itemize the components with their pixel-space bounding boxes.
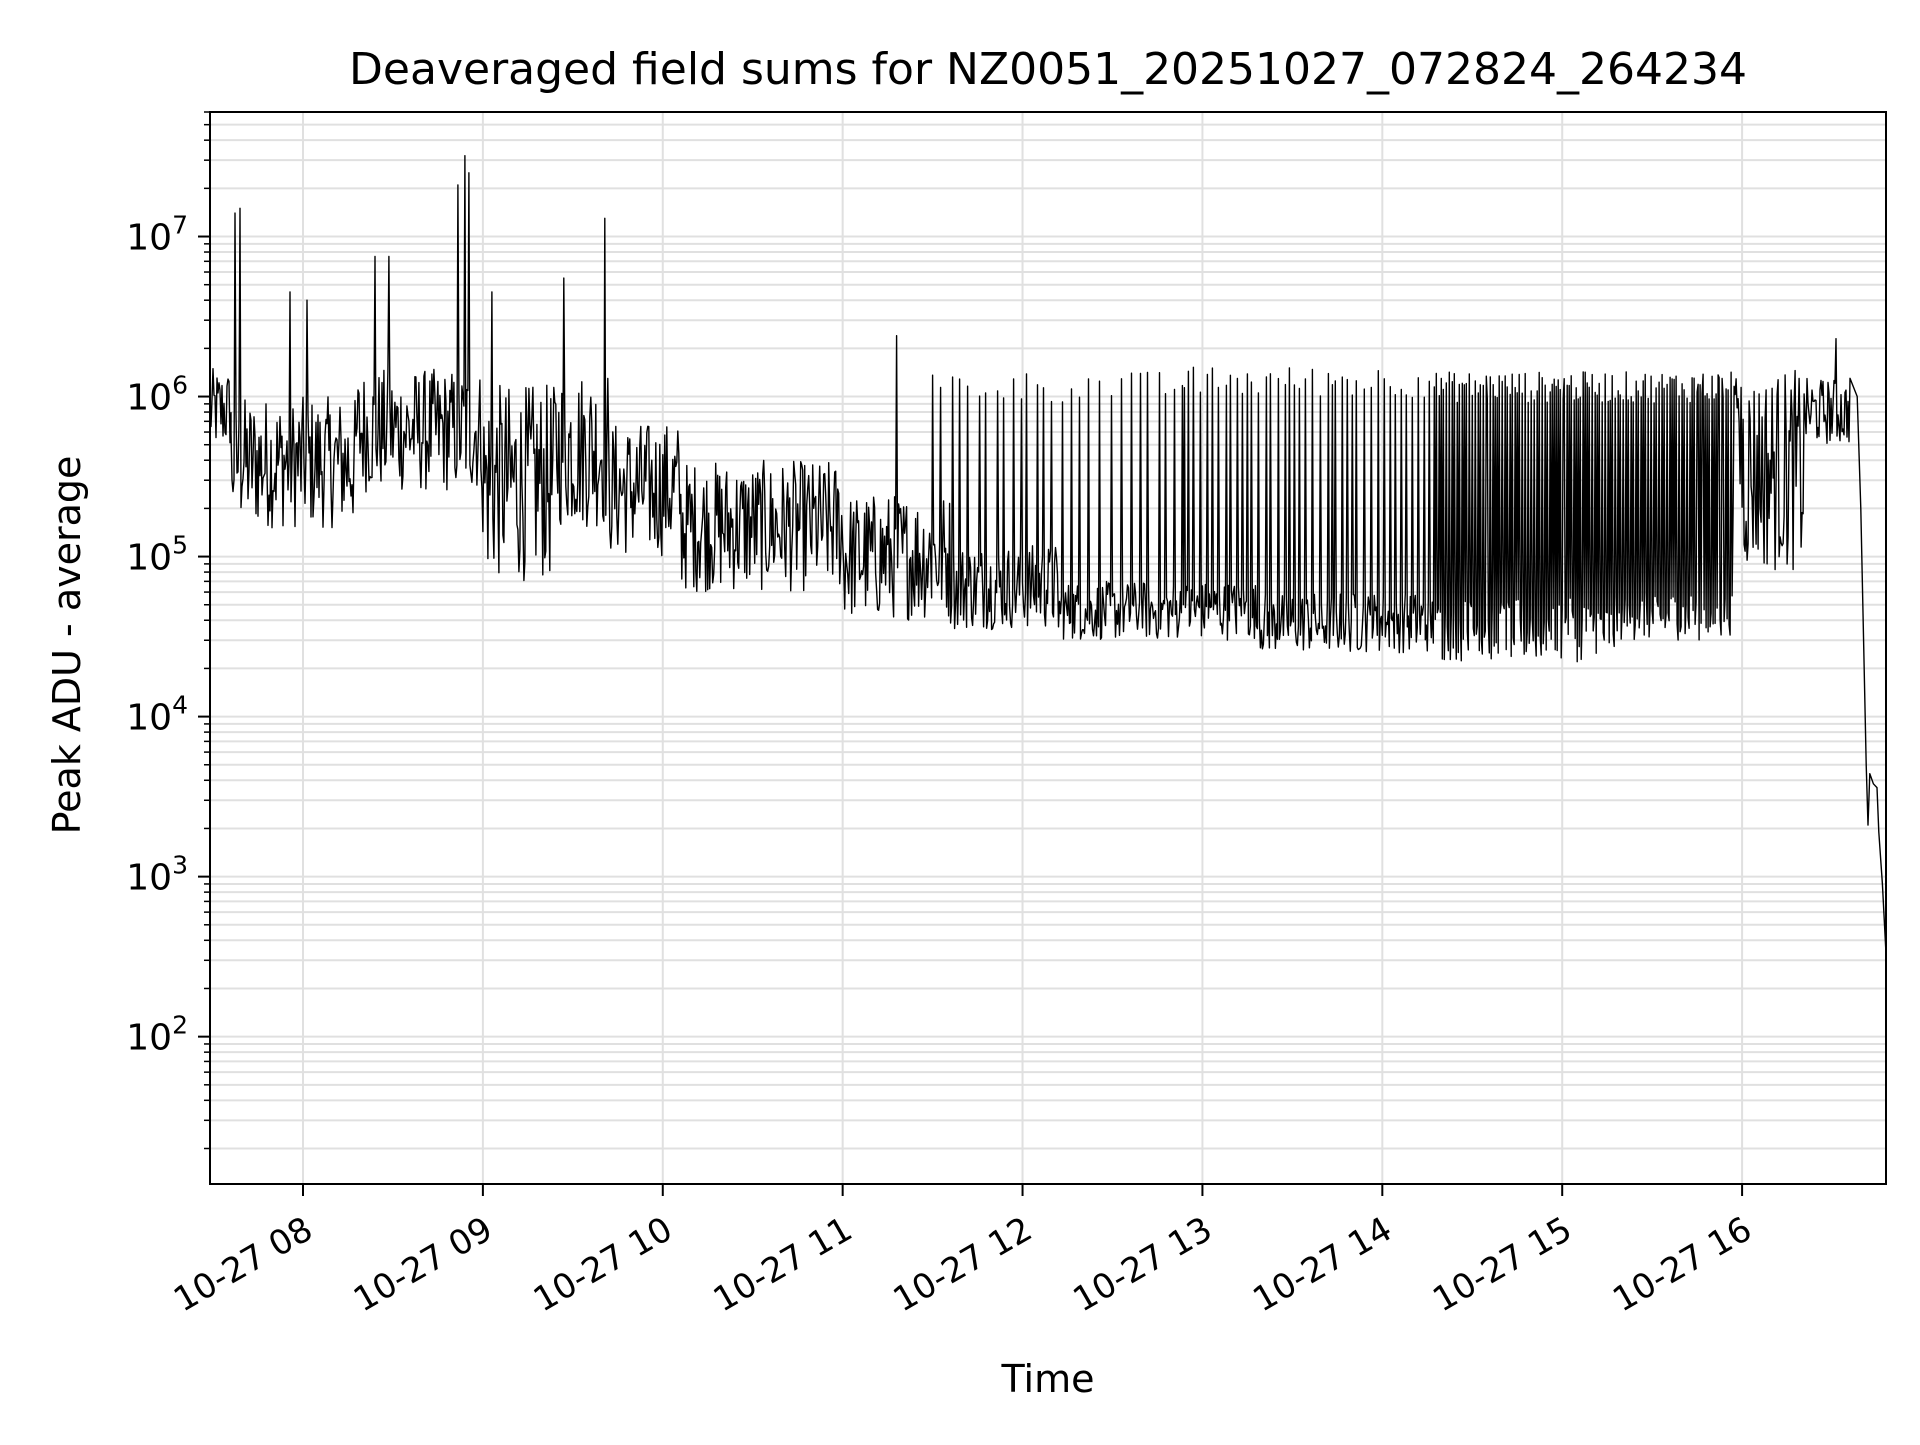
y-tick-label: 102 (126, 1011, 188, 1059)
y-tick-label: 107 (126, 211, 188, 259)
x-axis-label: Time (1001, 1357, 1095, 1401)
plot-frame (209, 111, 1887, 1185)
y-tick-label: 105 (126, 531, 188, 579)
data-layer (209, 155, 1887, 954)
y-tick-label: 106 (126, 371, 188, 419)
y-tick-label: 104 (126, 691, 188, 739)
chart-title: Deaveraged field sums for NZ0051_2025102… (349, 44, 1747, 95)
series-line (209, 155, 1887, 954)
y-tick-label: 103 (126, 851, 188, 899)
y-axis-label: Peak ADU - average (45, 456, 89, 835)
